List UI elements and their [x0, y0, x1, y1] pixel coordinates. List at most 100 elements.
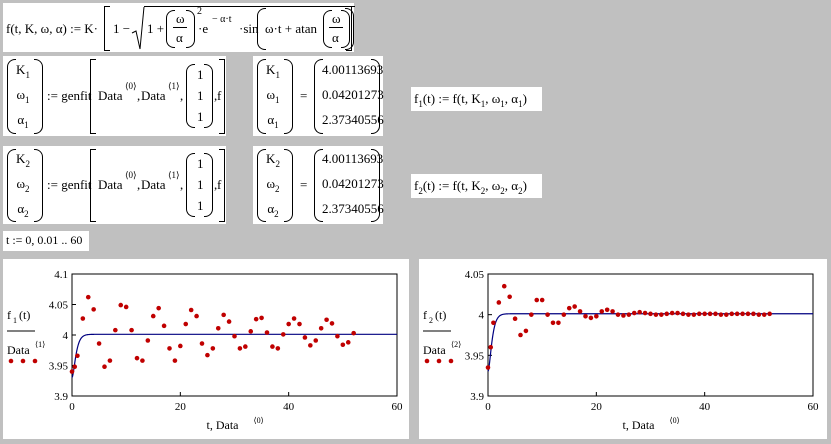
data-point [713, 311, 718, 317]
data-point [637, 309, 642, 315]
data-point [648, 311, 653, 317]
exp-power: − α·t [212, 14, 232, 25]
data-point [129, 327, 134, 333]
res2-vec-paren-right [284, 149, 293, 222]
res-vec-paren-right [284, 59, 293, 134]
ylabel-bottom: Data [423, 343, 446, 357]
data-point [550, 320, 556, 326]
genfit2-bracket-left [90, 149, 96, 222]
outer-bracket-right [346, 6, 352, 51]
data-point [512, 316, 518, 322]
data-point [302, 335, 308, 340]
comma2: , [180, 88, 184, 103]
data-point [113, 327, 118, 333]
func-one: 1 − [113, 21, 131, 36]
function-definition[interactable]: f(t, K, ω, α) := K· 1 − 1 + ω α 2 ·e − α… [3, 3, 355, 52]
sin-part: ·sin [239, 21, 259, 36]
data-point [80, 316, 86, 321]
data-point [675, 310, 680, 316]
data-point [291, 316, 297, 321]
data-point [610, 309, 615, 314]
x-tick-label: 20 [175, 401, 187, 413]
res2-vec-paren-left [257, 149, 266, 222]
plot-1[interactable]: 3.9 3.95 4 4.05 4.1 0 20 40 60 f 1 (t) Data ⟨1⟩ t, Dat… [3, 259, 409, 439]
data-point [491, 320, 496, 326]
data-point [248, 329, 254, 334]
data-point [183, 321, 189, 327]
data-point [96, 341, 102, 346]
data-point [140, 358, 145, 363]
data-point [318, 325, 324, 331]
plot-2[interactable]: 3.9 3.95 4 4.05 0 20 40 60 f 2 (t) Data ⟨2⟩ t, Data ⟨0… [419, 259, 827, 439]
legend-point [448, 358, 454, 364]
genfit-1-region[interactable]: K1 ω1 α1 := genfit Data ⟨0⟩ , Data ⟨1⟩ ,… [3, 56, 226, 136]
func-lhs: f(t, K, ω, α) := K· [6, 21, 99, 36]
data-point [599, 309, 605, 314]
data-point [626, 312, 632, 317]
data-point [702, 311, 707, 317]
data-point [226, 319, 232, 324]
frac-omega: ω [176, 11, 185, 26]
data-point [621, 313, 626, 318]
data-point [150, 313, 156, 319]
data-point [724, 312, 729, 317]
result-2-region[interactable]: K2 ω2 α2 = 4.00113693 0.04201273 2.37340… [253, 146, 384, 224]
res-var-alpha1: α1 [267, 112, 279, 130]
plot-frame [487, 273, 814, 397]
data-point [488, 344, 494, 350]
f1-definition[interactable]: f1(t) := f(t, K1, ω1, α1) [411, 87, 542, 111]
sqrt-overbar [144, 6, 355, 7]
guess2-1: 1 [197, 156, 204, 171]
f2-def-text: f2(t) := f(t, K2, ω2, α2) [414, 178, 527, 196]
data-point [669, 310, 675, 316]
range-definition[interactable]: t := 0, 0.01 .. 60 [3, 231, 89, 251]
guess-3: 1 [197, 109, 204, 124]
data-point [221, 312, 226, 318]
func-f: f [217, 88, 222, 103]
genfit-assign: := genfit [47, 88, 92, 103]
result-k1: 4.00113693 [322, 62, 384, 77]
data-point [134, 355, 140, 361]
var-alpha1: α1 [17, 112, 29, 130]
xlabel-sup: ⟨0⟩ [254, 416, 264, 425]
guess2-2: 1 [197, 177, 204, 192]
data-point [243, 344, 248, 349]
data-point [308, 343, 313, 348]
res2-paren-left [314, 149, 323, 222]
data-point [751, 311, 756, 317]
sin-arg: ω·t + atan [265, 21, 317, 36]
vec-paren-right [34, 59, 43, 134]
atan-alpha: α [332, 30, 339, 45]
y-tick-label: 3.95 [49, 361, 69, 373]
data-point [145, 338, 151, 343]
legend-point [20, 358, 26, 364]
y-tick-label: 4.05 [465, 269, 485, 281]
result-alpha1: 2.37340556 [322, 112, 384, 127]
paren-left [166, 10, 175, 48]
func-one-inner: 1 + [147, 21, 165, 36]
data-point [253, 316, 259, 322]
sin-paren-left [257, 8, 266, 50]
genfit2-bracket-right [219, 149, 225, 222]
genfit-2-region[interactable]: K2 ω2 α2 := genfit Data ⟨0⟩ , Data ⟨1⟩ ,… [3, 146, 226, 224]
f2-definition[interactable]: f2(t) := f(t, K2, ω2, α2) [411, 174, 542, 198]
guess-paren-right [204, 64, 213, 128]
y-tick-label: 4.1 [54, 269, 68, 281]
guess2-3: 1 [197, 198, 204, 213]
data-b: Data [141, 88, 166, 103]
data-point [329, 321, 335, 326]
data-point [545, 312, 550, 317]
result-1-region[interactable]: K1 ω1 α1 = 4.00113693 0.04201273 2.37340… [253, 56, 384, 136]
data-point [210, 346, 216, 351]
comma-2c: , [214, 177, 218, 192]
data-point [631, 310, 637, 316]
x-tick-label: 60 [808, 401, 820, 413]
data-point [345, 340, 351, 345]
atan-paren-left [323, 10, 332, 48]
data-point [178, 343, 183, 349]
data-a-sup: ⟨0⟩ [125, 81, 137, 91]
ylabel-top-sub: 1 [13, 316, 17, 325]
atan-frac-line [329, 27, 343, 28]
data-point [485, 365, 491, 370]
legend-point [32, 358, 38, 364]
